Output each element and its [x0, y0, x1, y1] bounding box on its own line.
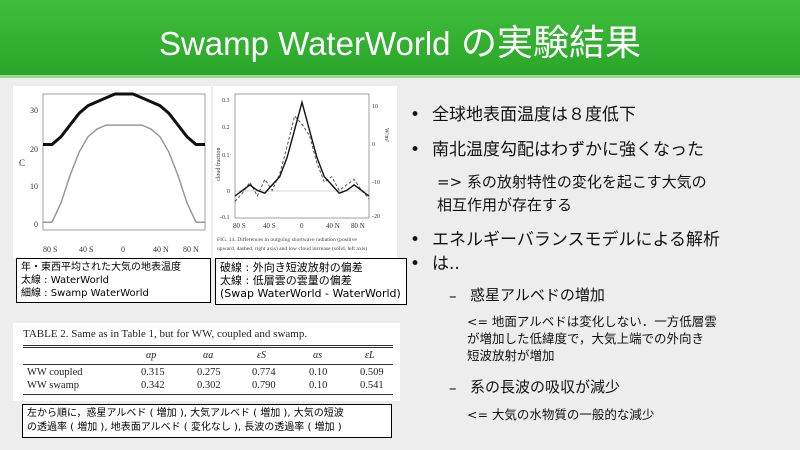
- table-cell: 0.541: [360, 380, 384, 391]
- fig2-ytick-l3: 0: [227, 189, 230, 195]
- bullet-ebm-line2: は..: [410, 252, 460, 276]
- fig1-series-waterworld: [43, 92, 205, 146]
- table-row-label: WW coupled: [27, 367, 83, 378]
- title-jp: の実験結果: [461, 23, 642, 64]
- fig2-y-label-right: W/m²: [383, 128, 389, 142]
- fig1-xtick-80n: 80 N: [183, 245, 199, 254]
- fig1-caption-line3: 細線 : Swamp WaterWorld: [21, 288, 149, 299]
- fig2-xtick-80s: 80 S: [233, 222, 246, 230]
- fig2-xtick-40s: 40 S: [263, 222, 276, 230]
- table-cell: 0.275: [197, 367, 221, 378]
- fig1-xtick-40s: 40 S: [79, 245, 93, 254]
- fig1-ytick-0: 0: [34, 220, 38, 229]
- cloud-shortwave-chart: cloud fraction W/m² 0.3 0.2 0.1 0 -0.1 1…: [215, 93, 389, 252]
- fig2-ytick-l1: 0.2: [222, 125, 230, 131]
- bullet-gradient-sub-line1: => 系の放射特性の変化を起こす大気の: [437, 173, 707, 191]
- slide-title: Swamp WaterWorld の実験結果: [0, 14, 800, 66]
- table-caption-line2: の透過率 ( 増加 ), 地表面アルベド ( 変化なし ), 長波の透過率 ( …: [27, 422, 342, 433]
- fig2-xtick-40n: 40 N: [326, 222, 340, 230]
- table-cell: 0.10: [309, 380, 328, 391]
- table-row-label: WW swamp: [27, 380, 80, 391]
- fig2-ytick-r3: -20: [372, 214, 380, 220]
- fig1-series-swamp: [43, 124, 205, 223]
- bullet-temperature: 全球地表面温度は８度低下: [410, 103, 636, 127]
- dash-marker: –: [449, 379, 457, 397]
- title-bar: [0, 0, 800, 75]
- fig2-caption-line3: (Swap WaterWorld - WaterWorld): [220, 287, 401, 300]
- table-rule-mid: [23, 364, 393, 365]
- table-header-es: εS: [257, 350, 266, 361]
- table-cell: 0.10: [309, 367, 328, 378]
- fig2-ytick-r1: 0: [372, 142, 375, 148]
- fig1-ytick-10: 10: [30, 182, 38, 191]
- table-rule-top2: [23, 347, 393, 348]
- dash-marker: –: [449, 287, 457, 305]
- table-cell: 0.342: [141, 380, 165, 391]
- table-cell: 0.509: [360, 367, 384, 378]
- fig1-ytick-30: 30: [30, 106, 38, 115]
- fig1-caption: 年・東西平均された大気の地表温度 太線 : WaterWorld 細線 : Sw…: [16, 258, 211, 303]
- sub1-note-line1: <= 地面アルベドは変化しない．一方低層雲: [467, 314, 717, 329]
- fig2-series-shortwave: [234, 114, 370, 202]
- table-header-as: αs: [313, 350, 323, 361]
- fig2-series-low-cloud: [234, 99, 370, 197]
- table-rule-bottom: [23, 394, 393, 395]
- fig2-figcap-line1: FIG. 14. Differences in outgoing shortwa…: [217, 236, 357, 243]
- fig1-caption-line2: 太線 : WaterWorld: [21, 275, 109, 286]
- surface-temperature-chart: C 30 20 10 0 80 S 40 S 0 40 N 80 N: [19, 92, 206, 254]
- fig1-xtick-40n: 40 N: [153, 245, 169, 254]
- table-title: TABLE 2. Same as in Table 1, but for WW,…: [23, 328, 308, 340]
- title-underline: [0, 75, 800, 78]
- surface-temperature-figure: C 30 20 10 0 80 S 40 S 0 40 N 80 N: [13, 86, 211, 258]
- fig2-ytick-l0: 0.3: [222, 98, 230, 104]
- fig1-xtick-0: 0: [121, 245, 125, 254]
- sub1-note-line2: が増加した低緯度で，大気上端での外向き: [467, 331, 705, 346]
- table-cell: 0.790: [252, 380, 276, 391]
- table-caption-line1: 左から順に，惑星アルベド ( 増加 ), 大気アルベド ( 増加 ), 大気の短…: [27, 408, 344, 419]
- fig1-caption-line1: 年・東西平均された大気の地表温度: [21, 262, 181, 273]
- table-header-el: εL: [365, 350, 375, 361]
- table-rule-top: [23, 345, 393, 346]
- table-caption: 左から順に，惑星アルベド ( 増加 ), 大気アルベド ( 増加 ), 大気の短…: [22, 404, 392, 438]
- table-cell: 0.302: [197, 380, 221, 391]
- bullet-gradient: 南北温度勾配はわずかに強くなった: [410, 138, 704, 162]
- bullet-gradient-sub-line2: 相互作用が存在する: [437, 196, 573, 214]
- fig2-figcap-line2: upward, dashed, right axis) and low clou…: [217, 245, 367, 252]
- bullet-ebm-line1: エネルギーバランスモデルによる解析: [410, 228, 720, 252]
- cloud-shortwave-figure: cloud fraction W/m² 0.3 0.2 0.1 0 -0.1 1…: [213, 86, 397, 258]
- fig2-xtick-80n: 80 N: [351, 222, 365, 230]
- fig2-caption-line2: 太線 : 低層雲の雲量の偏差: [220, 274, 352, 287]
- fig2-ytick-r2: -10: [372, 180, 380, 186]
- fig2-y-label-left: cloud fraction: [215, 148, 222, 182]
- fig2-caption: 破線 : 外向き短波放射の偏差 太線 : 低層雲の雲量の偏差 (Swap Wat…: [215, 258, 407, 305]
- fig2-ytick-r0: 10: [372, 104, 378, 110]
- table-header-ap: αp: [146, 350, 157, 361]
- fig2-ytick-l2: 0.1: [222, 153, 230, 159]
- sub1-note-line3: 短波放射が増加: [467, 348, 555, 363]
- bullet-ebm-line2-text: は..: [432, 254, 460, 274]
- fig2-ytick-l4: -0.1: [220, 215, 230, 221]
- fig1-xtick-80s: 80 S: [43, 245, 57, 254]
- fig2-caption-line1: 破線 : 外向き短波放射の偏差: [220, 261, 363, 274]
- sub2-note: <= 大気の水物質の一般的な減少: [467, 407, 655, 422]
- table-cell: 0.315: [141, 367, 165, 378]
- fig1-y-label: C: [19, 158, 25, 168]
- table-cell: 0.774: [252, 367, 276, 378]
- sub-bullet-planetary-albedo: 惑星アルベドの増加: [470, 286, 605, 304]
- title-en: Swamp WaterWorld: [158, 25, 451, 62]
- sub-bullet-longwave: 系の長波の吸収が減少: [470, 378, 621, 396]
- albedo-table: TABLE 2. Same as in Table 1, but for WW,…: [13, 323, 400, 401]
- fig1-ytick-20: 20: [30, 145, 38, 154]
- fig2-xtick-0: 0: [300, 222, 304, 230]
- table-header-aa: αa: [203, 350, 214, 361]
